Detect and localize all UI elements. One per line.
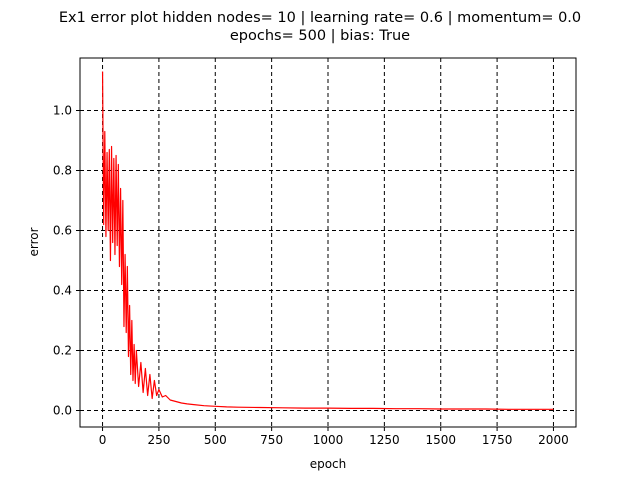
y-axis-ticks: 0.0 0.2 0.4 0.6 0.8 1.0 <box>53 104 80 418</box>
error-series-line <box>101 71 554 410</box>
chart-title: Ex1 error plot hidden nodes= 10 | learni… <box>59 10 581 44</box>
x-axis-label: epoch <box>310 457 347 471</box>
chart-title-line-1: Ex1 error plot hidden nodes= 10 | learni… <box>59 10 581 26</box>
y-tick-label: 0.6 <box>53 224 72 238</box>
x-tick-label: 2000 <box>538 433 569 447</box>
x-tick-label: 0 <box>99 433 107 447</box>
y-axis-label: error <box>27 227 41 256</box>
chart-title-line-2: epochs= 500 | bias: True <box>230 28 410 44</box>
grid-lines <box>80 58 576 427</box>
y-tick-label: 0.2 <box>53 344 72 358</box>
y-tick-label: 0.8 <box>53 164 72 178</box>
x-tick-label: 1000 <box>313 433 344 447</box>
y-tick-label: 1.0 <box>53 104 72 118</box>
x-axis-ticks: 0 250 500 750 1000 1250 1500 1750 2000 <box>99 427 569 447</box>
x-tick-label: 1500 <box>425 433 456 447</box>
series-line-layer <box>101 71 554 410</box>
x-tick-label: 500 <box>204 433 227 447</box>
y-tick-label: 0.0 <box>53 404 72 418</box>
x-tick-label: 1250 <box>369 433 400 447</box>
y-tick-label: 0.4 <box>53 284 72 298</box>
x-tick-label: 1750 <box>482 433 513 447</box>
x-tick-label: 750 <box>260 433 283 447</box>
x-tick-label: 250 <box>147 433 170 447</box>
